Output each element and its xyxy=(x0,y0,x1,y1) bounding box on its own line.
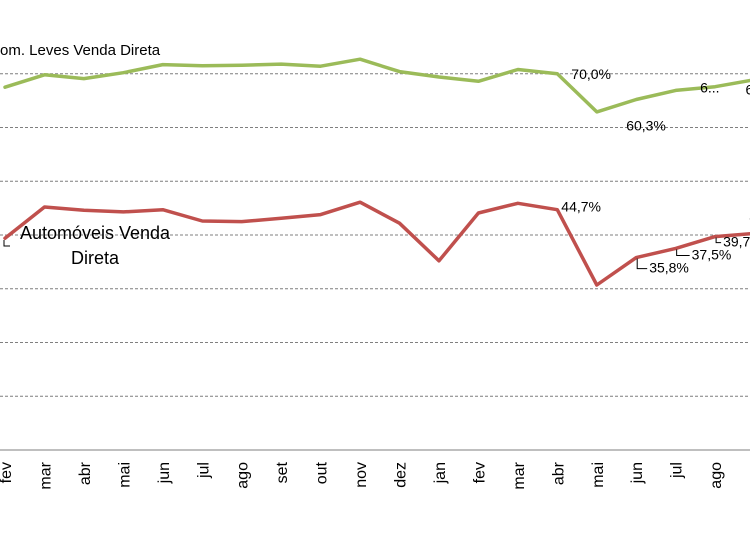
series-lines xyxy=(3,57,750,287)
series-line-green xyxy=(3,57,750,114)
x-tick-label: abr xyxy=(550,461,567,485)
x-tick-label: ago xyxy=(235,462,252,489)
series-label-green: om. Leves Venda Direta xyxy=(0,42,161,59)
data-label: 6... xyxy=(700,80,719,96)
leader-line xyxy=(3,240,10,247)
x-tick-label: jul xyxy=(195,462,212,479)
x-tick-label: jan xyxy=(432,462,449,484)
x-tick-label: fev xyxy=(0,462,15,483)
x-tick-label: jun xyxy=(629,462,646,484)
data-label: 64,2 xyxy=(746,82,750,98)
leader-line xyxy=(636,258,648,270)
x-tick-label: dez xyxy=(393,462,410,488)
series-line-red xyxy=(3,200,750,287)
x-tick-label: nov xyxy=(353,462,370,488)
x-tick-label: set xyxy=(274,461,291,483)
data-label: 35,8% xyxy=(649,260,689,276)
x-tick-label: ago xyxy=(708,462,725,489)
x-tick-label: mar xyxy=(37,461,54,489)
data-label: 37,5% xyxy=(692,246,732,262)
data-label: 39,7 xyxy=(723,234,750,250)
x-axis: fev mar abr mai jun jul ago set out nov dez jan fev m… xyxy=(0,449,750,490)
data-label: 44,7% xyxy=(561,199,601,215)
leader-line xyxy=(715,237,722,244)
x-tick-label: mai xyxy=(116,462,133,488)
x-tick-label: jul xyxy=(669,462,686,479)
x-tick-label: jun xyxy=(156,462,173,484)
x-tick-label: set xyxy=(748,461,750,483)
x-tick-label: abr xyxy=(77,461,94,485)
x-tick-label: out xyxy=(314,461,331,484)
series-label-red: Automóveis Venda Direta xyxy=(20,223,171,268)
data-label: 60,3% xyxy=(626,118,666,134)
x-tick-label: fev xyxy=(471,462,488,483)
data-labels: om. Leves Venda Direta Automóveis Venda Di… xyxy=(0,42,750,276)
data-label: 70,0% xyxy=(571,66,611,82)
leader-line xyxy=(676,249,690,256)
x-tick-label: mar xyxy=(511,461,528,489)
gridlines xyxy=(0,73,750,397)
x-tick-label: mai xyxy=(590,462,607,488)
